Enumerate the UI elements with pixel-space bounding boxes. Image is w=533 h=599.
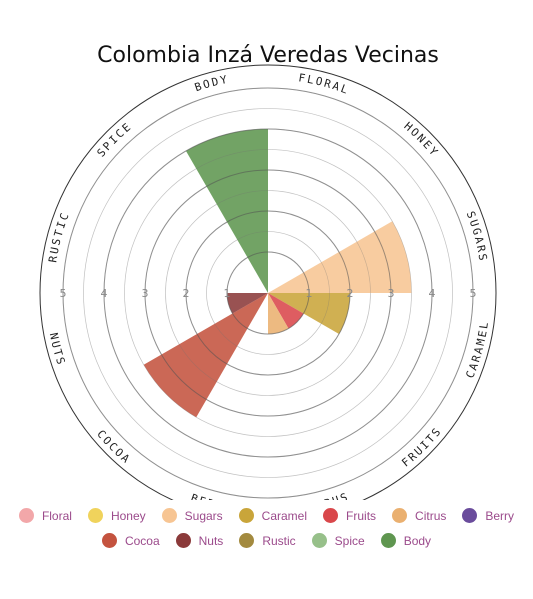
- grid-ring-minor: [83, 108, 453, 478]
- legend-label: Sugars: [184, 508, 223, 523]
- legend-swatch: [161, 508, 177, 523]
- legend-row-1: Floral Honey Sugars Caramel Fruits Citrus Berr…: [0, 508, 533, 523]
- legend-item-berry[interactable]: Berry: [462, 508, 514, 523]
- axis-label-nuts: NUTS: [47, 332, 68, 368]
- grid-ring: [62, 87, 474, 499]
- legend-item-rustic[interactable]: Rustic: [239, 533, 296, 548]
- axis-label-floral: FLORAL: [298, 71, 352, 97]
- outer-frame-circle: [39, 64, 497, 500]
- tick-label: 5: [60, 287, 67, 300]
- legend-swatch: [238, 508, 254, 523]
- legend-item-caramel[interactable]: Caramel: [238, 508, 308, 523]
- grid-rings-overlay: [62, 87, 474, 499]
- wedge-sugars: [268, 221, 412, 293]
- data-wedges: [143, 129, 412, 418]
- legend-label: Citrus: [415, 508, 447, 523]
- legend-label: Fruits: [346, 508, 377, 523]
- legend-label: Spice: [334, 533, 365, 548]
- grid-ring-minor: [165, 190, 371, 396]
- wedge-cocoa: [143, 293, 268, 418]
- legend-swatch: [18, 508, 34, 523]
- grid-ring: [103, 128, 433, 458]
- legend-item-fruits[interactable]: Fruits: [323, 508, 376, 523]
- legend-swatch: [462, 508, 478, 523]
- wedge-body: [186, 129, 268, 293]
- axis-label-berry: BERRY: [189, 491, 233, 500]
- legend-swatch: [175, 533, 191, 548]
- tick-label: 2: [183, 287, 190, 300]
- tick-label: 5: [470, 287, 477, 300]
- legend-item-body[interactable]: Body: [380, 533, 432, 548]
- wedge-caramel: [268, 293, 350, 334]
- grid-ring-minor: [206, 231, 330, 355]
- legend-label: Rustic: [262, 533, 296, 548]
- legend-row-2: Cocoa Nuts Rustic Spice Body: [0, 533, 533, 548]
- legend-swatch: [380, 533, 396, 548]
- grid-circle-minor: [83, 108, 453, 478]
- legend-label: Body: [403, 533, 432, 548]
- chart-title: Colombia Inzá Veredas Vecinas: [97, 43, 439, 68]
- legend-label: Nuts: [198, 533, 224, 548]
- legend-label: Cocoa: [124, 533, 160, 548]
- radial-tick-labels: 1 1 2 2 3 3 4 4 5 5: [60, 287, 477, 300]
- legend-label: Caramel: [261, 508, 308, 523]
- category-labels: FLORAL HONEY SUGARS CARAMEL FRUITS CITRUS BERR…: [46, 71, 491, 500]
- axis-label-honey: HONEY: [401, 120, 441, 160]
- grid-ring: [226, 251, 310, 335]
- legend-swatch: [311, 533, 327, 548]
- tick-label: 4: [101, 287, 108, 300]
- axis-label-spice: SPICE: [95, 120, 135, 160]
- axis-label-sugars: SUGARS: [464, 210, 490, 264]
- legend-label: Berry: [485, 508, 515, 523]
- legend-item-cocoa[interactable]: Cocoa: [101, 533, 160, 548]
- axis-label-caramel: CARAMEL: [463, 319, 491, 380]
- legend-swatch: [392, 508, 408, 523]
- tick-label: 3: [142, 287, 149, 300]
- legend-item-nuts[interactable]: Nuts: [175, 533, 224, 548]
- wedge-fruits: [268, 293, 304, 329]
- axis-label-fruits: FRUITS: [399, 424, 444, 469]
- legend-swatch: [239, 533, 255, 548]
- legend-label: Honey: [110, 508, 146, 523]
- axis-label-rustic: RUSTIC: [46, 210, 72, 264]
- grid-ring: [185, 210, 351, 376]
- grid-ring-minor: [124, 149, 412, 437]
- legend-item-floral[interactable]: Floral: [18, 508, 72, 523]
- tick-label: 3: [388, 287, 395, 300]
- wedge-citrus: [268, 293, 289, 334]
- axis-label-citrus: CITRUS: [298, 490, 351, 500]
- legend-label: Floral: [41, 508, 72, 523]
- legend-swatch: [87, 508, 103, 523]
- legend-item-spice[interactable]: Spice: [311, 533, 365, 548]
- legend-item-sugars[interactable]: Sugars: [161, 508, 223, 523]
- legend-item-citrus[interactable]: Citrus: [392, 508, 446, 523]
- polar-area-chart: Colombia Inzá Veredas Vecinas 1 1 2 2 3 3 4 4 5 5…: [39, 43, 497, 500]
- tick-label: 4: [429, 287, 436, 300]
- tick-label: 1: [224, 287, 231, 300]
- tick-label: 1: [306, 287, 313, 300]
- wedge-nuts: [227, 293, 268, 314]
- legend-swatch: [101, 533, 117, 548]
- grid-ring: [144, 169, 392, 417]
- tick-label: 2: [347, 287, 354, 300]
- legend-swatch: [323, 508, 339, 523]
- legend-item-honey[interactable]: Honey: [87, 508, 146, 523]
